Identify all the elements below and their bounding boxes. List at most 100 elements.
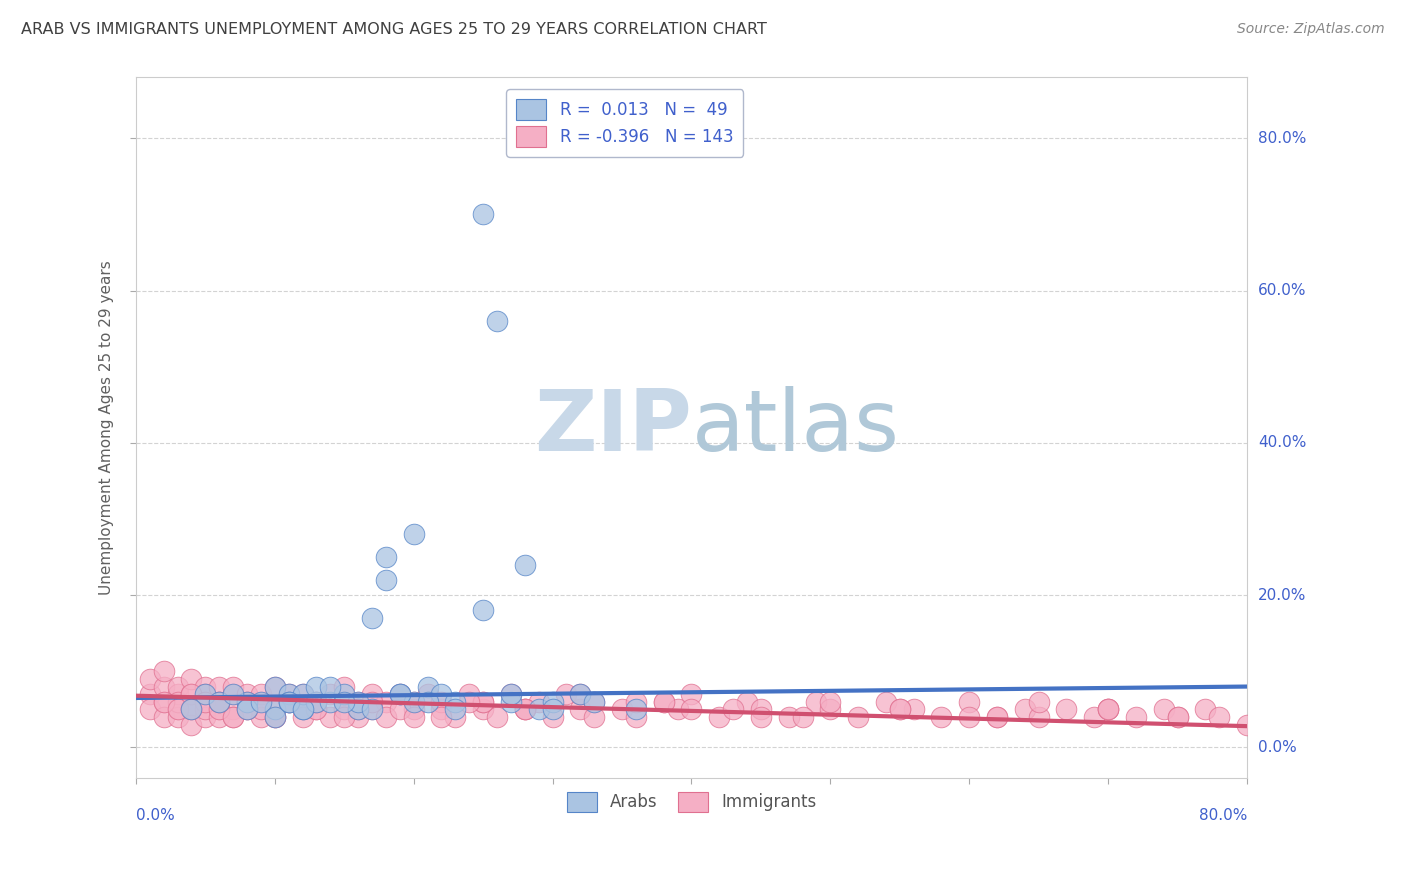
Point [541, 702, 564, 716]
Point [458, 687, 481, 701]
Point [347, 702, 370, 716]
Text: 80.0%: 80.0% [1199, 808, 1247, 823]
Point [319, 687, 342, 701]
Point [166, 710, 188, 724]
Point [152, 695, 174, 709]
Point [250, 695, 273, 709]
Point [583, 710, 606, 724]
Point [820, 695, 842, 709]
Point [194, 710, 217, 724]
Point [402, 527, 425, 541]
Point [820, 702, 842, 716]
Point [1097, 702, 1119, 716]
Point [444, 695, 467, 709]
Point [236, 702, 259, 716]
Point [194, 695, 217, 709]
Point [499, 687, 522, 701]
Text: 40.0%: 40.0% [1258, 435, 1306, 450]
Point [305, 680, 328, 694]
Point [347, 710, 370, 724]
Point [152, 695, 174, 709]
Point [527, 702, 550, 716]
Point [402, 695, 425, 709]
Point [263, 710, 285, 724]
Point [472, 603, 495, 617]
Point [1167, 710, 1189, 724]
Point [291, 702, 314, 716]
Y-axis label: Unemployment Among Ages 25 to 29 years: Unemployment Among Ages 25 to 29 years [100, 260, 114, 595]
Point [513, 702, 536, 716]
Point [194, 695, 217, 709]
Point [681, 687, 703, 701]
Point [194, 687, 217, 701]
Point [1083, 710, 1105, 724]
Point [305, 695, 328, 709]
Point [402, 710, 425, 724]
Point [291, 702, 314, 716]
Point [236, 702, 259, 716]
Point [166, 702, 188, 716]
Point [152, 710, 174, 724]
Point [374, 550, 396, 565]
Point [624, 710, 647, 724]
Point [208, 695, 231, 709]
Point [416, 687, 439, 701]
Point [263, 702, 285, 716]
Point [250, 710, 273, 724]
Point [374, 573, 396, 587]
Point [236, 695, 259, 709]
Point [472, 702, 495, 716]
Point [1194, 702, 1216, 716]
Text: 0.0%: 0.0% [136, 808, 174, 823]
Point [444, 710, 467, 724]
Point [166, 680, 188, 694]
Point [305, 702, 328, 716]
Point [430, 702, 453, 716]
Point [569, 687, 592, 701]
Point [430, 710, 453, 724]
Point [472, 695, 495, 709]
Point [222, 687, 245, 701]
Point [250, 702, 273, 716]
Point [416, 680, 439, 694]
Text: 60.0%: 60.0% [1258, 283, 1306, 298]
Point [624, 702, 647, 716]
Point [569, 702, 592, 716]
Point [277, 687, 299, 701]
Point [610, 702, 633, 716]
Point [1028, 710, 1050, 724]
Point [319, 710, 342, 724]
Point [291, 710, 314, 724]
Point [222, 710, 245, 724]
Point [735, 695, 758, 709]
Point [903, 702, 925, 716]
Point [208, 702, 231, 716]
Point [458, 695, 481, 709]
Point [1097, 702, 1119, 716]
Point [416, 695, 439, 709]
Point [222, 687, 245, 701]
Point [277, 695, 299, 709]
Point [402, 695, 425, 709]
Point [263, 680, 285, 694]
Point [875, 695, 897, 709]
Point [236, 687, 259, 701]
Point [208, 695, 231, 709]
Point [361, 702, 384, 716]
Point [139, 702, 162, 716]
Point [180, 702, 202, 716]
Point [222, 702, 245, 716]
Point [583, 695, 606, 709]
Point [681, 702, 703, 716]
Point [277, 695, 299, 709]
Point [333, 687, 356, 701]
Point [305, 702, 328, 716]
Point [139, 672, 162, 686]
Point [472, 207, 495, 221]
Point [513, 702, 536, 716]
Point [250, 695, 273, 709]
Point [583, 695, 606, 709]
Point [485, 314, 508, 328]
Point [430, 695, 453, 709]
Point [1236, 717, 1258, 731]
